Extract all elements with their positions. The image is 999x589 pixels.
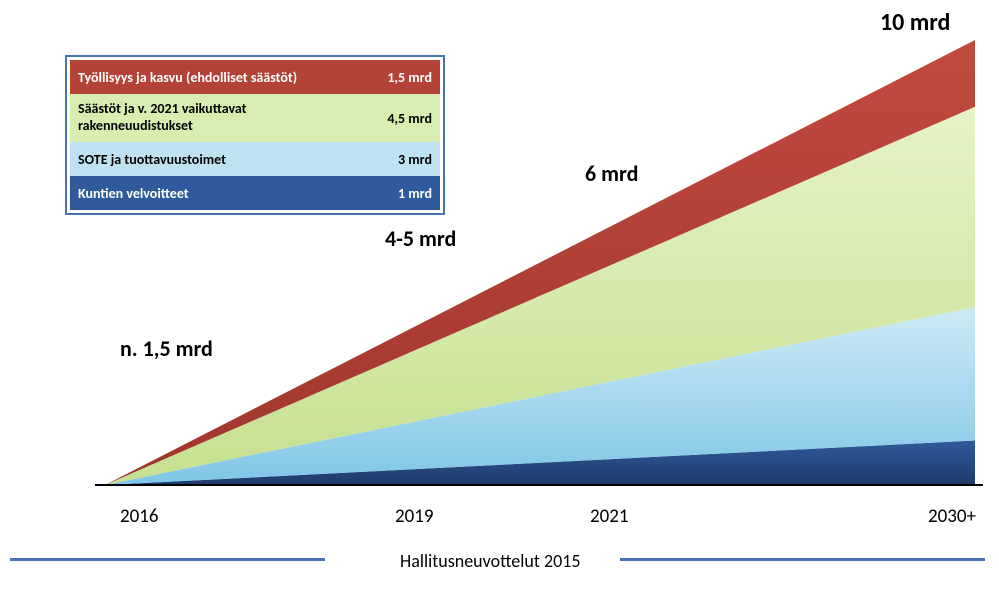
legend-label-sote: SOTE ja tuottavuustoimet	[78, 151, 226, 168]
footer-bar-right	[620, 558, 985, 561]
legend-row-sote: SOTE ja tuottavuustoimet 3 mrd	[70, 142, 440, 176]
x-label-0: 2016	[120, 505, 159, 528]
legend-amount-tyollisyys: 1,5 mrd	[387, 69, 432, 86]
footer-bar-left	[10, 558, 325, 561]
legend-row-tyollisyys: Työllisyys ja kasvu (ehdolliset säästöt)…	[70, 60, 440, 94]
x-label-1: 2019	[395, 505, 434, 528]
x-label-3: 2030+	[928, 505, 976, 528]
annotation-1: 4-5 mrd	[385, 225, 456, 252]
footer-text: Hallitusneuvottelut 2015	[400, 550, 580, 572]
legend-amount-saastot: 4,5 mrd	[387, 110, 432, 127]
annotation-3: 10 mrd	[880, 8, 950, 37]
area-chart: Työllisyys ja kasvu (ehdolliset säästöt)…	[0, 0, 999, 589]
legend-amount-kuntien: 1 mrd	[398, 185, 432, 202]
annotation-2: 6 mrd	[585, 160, 638, 187]
annotation-0: n. 1,5 mrd	[120, 335, 213, 362]
legend-amount-sote: 3 mrd	[398, 151, 432, 168]
legend-label-tyollisyys: Työllisyys ja kasvu (ehdolliset säästöt)	[78, 69, 297, 86]
legend-row-kuntien: Kuntien velvoitteet 1 mrd	[70, 176, 440, 210]
legend-row-saastot: Säästöt ja v. 2021 vaikuttavat rakenneuu…	[70, 94, 440, 142]
legend-label-kuntien: Kuntien velvoitteet	[78, 185, 189, 202]
legend-label-saastot: Säästöt ja v. 2021 vaikuttavat rakenneuu…	[78, 101, 338, 135]
legend-box: Työllisyys ja kasvu (ehdolliset säästöt)…	[65, 55, 445, 215]
x-label-2: 2021	[590, 505, 629, 528]
